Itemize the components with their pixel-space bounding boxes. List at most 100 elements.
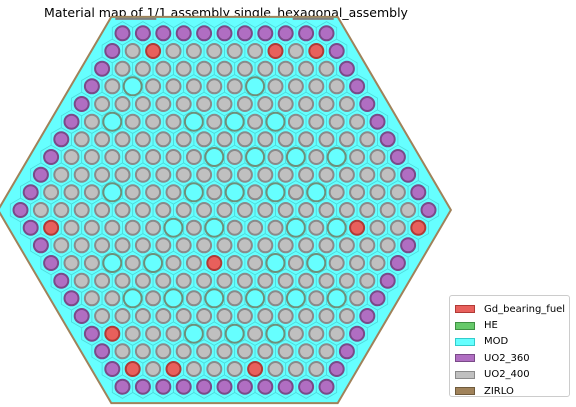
- uo2-400-pin: [216, 166, 233, 183]
- uo2-400-pin: [124, 325, 141, 342]
- uo2-400-pin: [298, 202, 315, 218]
- uo2-400-pin: [134, 308, 151, 324]
- uo2-400-pin: [73, 237, 90, 254]
- uo2-400-pin: [104, 149, 121, 165]
- uo2-400-pin: [185, 219, 202, 236]
- uo2-400-pin: [134, 272, 151, 289]
- uo2-400-pin: [73, 272, 90, 289]
- uo2-360-pin: [379, 272, 396, 289]
- uo2-400-pin: [216, 237, 233, 254]
- uo2-360-pin: [53, 131, 70, 148]
- uo2-400-pin: [298, 308, 315, 324]
- guide-tube-pin: [183, 111, 204, 132]
- guide-tube-pin: [183, 323, 204, 344]
- uo2-400-pin: [349, 290, 366, 307]
- uo2-400-pin: [257, 60, 274, 77]
- uo2-400-pin: [216, 131, 233, 148]
- guide-tube-pin: [326, 217, 347, 238]
- uo2-400-pin: [196, 202, 213, 218]
- uo2-360-pin: [83, 78, 100, 95]
- uo2-400-pin: [165, 78, 182, 95]
- uo2-400-pin: [216, 60, 233, 77]
- uo2-400-pin: [94, 131, 111, 148]
- uo2-400-pin: [155, 131, 172, 148]
- uo2-400-pin: [175, 202, 192, 218]
- uo2-400-pin: [298, 272, 315, 289]
- uo2-400-pin: [277, 272, 294, 289]
- uo2-400-pin: [196, 237, 213, 254]
- uo2-360-pin: [53, 272, 70, 289]
- uo2-360-pin: [318, 378, 335, 395]
- uo2-400-pin: [155, 308, 172, 324]
- uo2-400-pin: [257, 96, 274, 112]
- uo2-400-pin: [124, 219, 141, 236]
- uo2-400-pin: [145, 219, 162, 236]
- uo2-400-pin: [257, 202, 274, 218]
- uo2-400-pin: [104, 219, 121, 236]
- uo2-400-pin: [257, 237, 274, 254]
- guide-tube-pin: [102, 111, 123, 132]
- uo2-360-pin: [349, 78, 366, 95]
- uo2-400-pin: [206, 43, 223, 59]
- uo2-360-pin: [196, 378, 213, 395]
- uo2-360-pin: [359, 308, 376, 324]
- uo2-360-pin: [420, 202, 437, 218]
- uo2-400-pin: [318, 237, 335, 254]
- uo2-400-pin: [318, 308, 335, 324]
- uo2-400-pin: [53, 237, 70, 254]
- uo2-400-pin: [216, 308, 233, 324]
- uo2-400-pin: [369, 219, 386, 236]
- uo2-360-pin: [32, 166, 49, 183]
- uo2-400-pin: [328, 255, 345, 271]
- guide-tube-pin: [285, 147, 306, 167]
- uo2-400-pin: [145, 113, 162, 130]
- uo2-400-pin: [257, 343, 274, 360]
- guide-tube-pin: [326, 288, 347, 309]
- uo2-360-pin: [43, 149, 60, 165]
- uo2-400-pin: [94, 96, 111, 112]
- uo2-360-pin: [369, 290, 386, 307]
- uo2-400-pin: [298, 96, 315, 112]
- uo2-400-pin: [308, 113, 325, 130]
- uo2-360-pin: [134, 378, 151, 395]
- uo2-400-pin: [165, 149, 182, 165]
- uo2-360-pin: [104, 43, 121, 59]
- uo2-360-pin: [94, 343, 111, 360]
- uo2-400-pin: [369, 184, 386, 201]
- guide-tube-pin: [265, 111, 286, 132]
- guide-tube-pin: [224, 111, 245, 132]
- uo2-360-pin: [32, 237, 49, 254]
- uo2-400-pin: [206, 113, 223, 130]
- uo2-400-pin: [277, 343, 294, 360]
- uo2-360-pin: [379, 131, 396, 148]
- uo2-400-pin: [43, 184, 60, 201]
- guide-tube-pin: [265, 253, 286, 273]
- uo2-400-pin: [277, 96, 294, 112]
- uo2-360-pin: [369, 113, 386, 130]
- uo2-360-pin: [389, 149, 406, 165]
- legend-swatch-uo2-360: [455, 354, 475, 363]
- uo2-360-pin: [338, 343, 355, 360]
- uo2-400-pin: [114, 343, 131, 360]
- uo2-400-pin: [196, 96, 213, 112]
- uo2-400-pin: [63, 184, 80, 201]
- uo2-400-pin: [236, 166, 253, 183]
- uo2-400-pin: [175, 308, 192, 324]
- uo2-400-pin: [369, 149, 386, 165]
- uo2-360-pin: [155, 25, 172, 42]
- uo2-400-pin: [236, 343, 253, 360]
- uo2-400-pin: [298, 60, 315, 77]
- uo2-400-pin: [308, 361, 325, 377]
- legend-item-gd-bearing-fuel: Gd_bearing_fuel: [455, 301, 569, 317]
- uo2-400-pin: [216, 272, 233, 289]
- uo2-400-pin: [338, 202, 355, 218]
- uo2-400-pin: [206, 361, 223, 377]
- gd-bearing-fuel-pin: [267, 43, 284, 59]
- uo2-400-pin: [236, 60, 253, 77]
- uo2-400-pin: [94, 237, 111, 254]
- uo2-400-pin: [389, 184, 406, 201]
- uo2-360-pin: [236, 25, 253, 42]
- guide-tube-pin: [122, 76, 143, 97]
- uo2-360-pin: [22, 219, 39, 236]
- uo2-400-pin: [318, 202, 335, 218]
